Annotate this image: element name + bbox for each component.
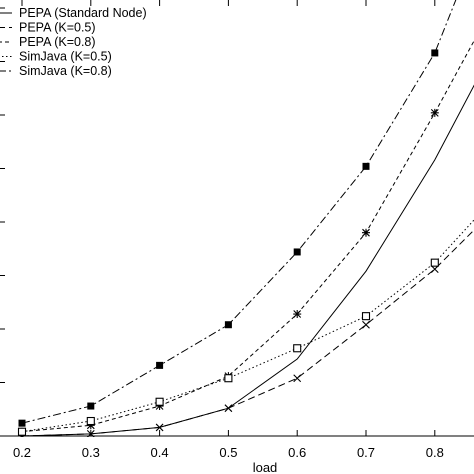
series-3 bbox=[17, 219, 474, 436]
point-3-6 bbox=[430, 258, 439, 267]
point-1-1 bbox=[86, 429, 95, 437]
point-4-2 bbox=[156, 361, 164, 369]
x-tick-label-0.3: 0.3 bbox=[82, 445, 100, 460]
axes bbox=[0, 0, 474, 437]
series-1 bbox=[18, 229, 474, 437]
point-3-5 bbox=[361, 312, 371, 321]
x-tick-label-0.2: 0.2 bbox=[13, 445, 31, 460]
series-line-3 bbox=[21, 219, 474, 433]
series-line-2 bbox=[21, 39, 474, 433]
x-tick-label-0.5: 0.5 bbox=[219, 445, 237, 460]
point-2-2 bbox=[155, 402, 164, 411]
point-3-1 bbox=[86, 416, 95, 426]
point-1-4 bbox=[293, 374, 302, 383]
series-4 bbox=[18, 0, 457, 427]
point-4-4 bbox=[293, 248, 301, 256]
point-4-6 bbox=[431, 49, 439, 57]
series-layer bbox=[17, 0, 474, 437]
point-3-4 bbox=[293, 344, 302, 353]
legend-label-4: SimJava (K=0.8) bbox=[19, 64, 112, 78]
x-tick-label-0.6: 0.6 bbox=[288, 445, 306, 460]
point-2-6 bbox=[430, 108, 439, 117]
point-4-0 bbox=[18, 419, 26, 427]
x-tick-label-0.8: 0.8 bbox=[426, 445, 444, 460]
point-4-3 bbox=[224, 321, 232, 329]
series-line-0 bbox=[21, 84, 474, 437]
x-tick-label-0.7: 0.7 bbox=[357, 445, 375, 460]
legend: PEPA (Standard Node)PEPA (K=0.5)PEPA (K=… bbox=[0, 6, 147, 78]
point-1-3 bbox=[224, 404, 233, 413]
series-line-1 bbox=[21, 229, 474, 437]
point-1-5 bbox=[362, 320, 370, 329]
legend-label-0: PEPA (Standard Node) bbox=[19, 6, 147, 20]
x-tick-labels: 0.2 0.3 0.4 0.5 0.6 0.7 0.8 bbox=[13, 445, 444, 460]
point-4-5 bbox=[362, 162, 370, 170]
x-axis-label: load bbox=[253, 460, 278, 474]
point-3-2 bbox=[155, 397, 164, 406]
point-1-2 bbox=[155, 423, 164, 432]
series-0 bbox=[21, 84, 474, 437]
point-1-6 bbox=[430, 265, 439, 273]
point-2-1 bbox=[86, 421, 95, 430]
legend-label-1: PEPA (K=0.5) bbox=[19, 21, 96, 35]
series-clip-group bbox=[17, 0, 474, 437]
point-2-5 bbox=[362, 228, 370, 237]
x-tick-label-0.4: 0.4 bbox=[151, 445, 169, 460]
legend-label-2: PEPA (K=0.8) bbox=[19, 35, 96, 49]
series-line-4 bbox=[21, 0, 457, 424]
point-3-3 bbox=[224, 374, 233, 383]
point-3-0 bbox=[17, 427, 27, 436]
point-4-1 bbox=[87, 402, 95, 410]
point-2-4 bbox=[293, 310, 302, 319]
legend-label-3: SimJava (K=0.5) bbox=[19, 50, 112, 64]
